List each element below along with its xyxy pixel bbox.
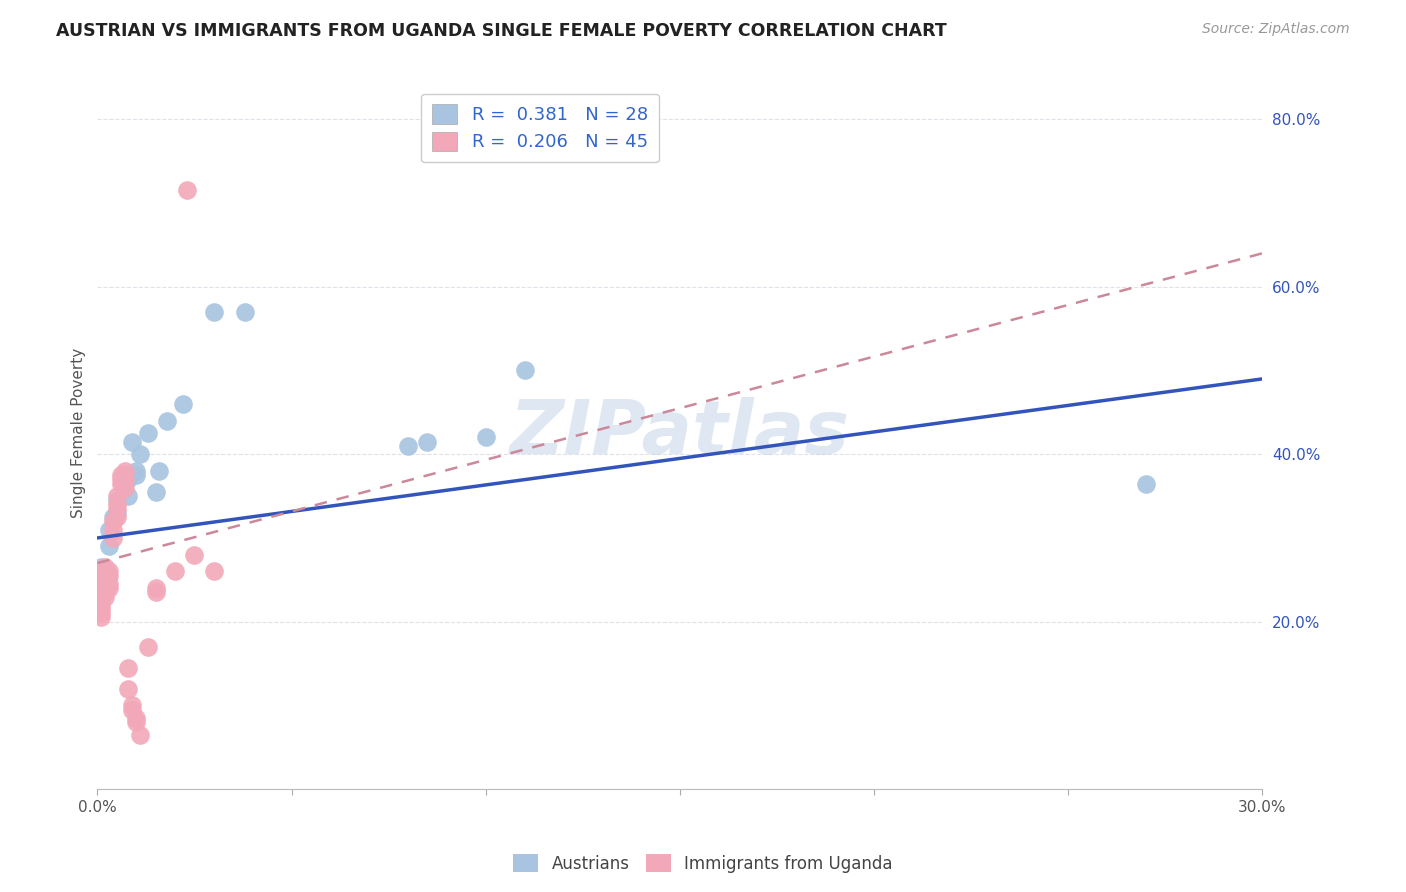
Point xyxy=(114,481,136,495)
Point xyxy=(121,703,143,717)
Point xyxy=(125,715,148,730)
Point xyxy=(121,698,143,713)
Point xyxy=(94,585,117,599)
Point xyxy=(98,523,121,537)
Point xyxy=(136,426,159,441)
Point xyxy=(105,510,128,524)
Point xyxy=(176,184,198,198)
Point xyxy=(233,305,256,319)
Point xyxy=(117,489,139,503)
Point xyxy=(105,493,128,508)
Text: AUSTRIAN VS IMMIGRANTS FROM UGANDA SINGLE FEMALE POVERTY CORRELATION CHART: AUSTRIAN VS IMMIGRANTS FROM UGANDA SINGL… xyxy=(56,22,948,40)
Point xyxy=(90,581,112,595)
Point xyxy=(183,548,205,562)
Point xyxy=(125,464,148,478)
Point xyxy=(90,607,112,621)
Point xyxy=(90,610,112,624)
Point xyxy=(202,305,225,319)
Point xyxy=(125,711,148,725)
Point xyxy=(114,464,136,478)
Point xyxy=(129,447,152,461)
Point xyxy=(163,565,186,579)
Point xyxy=(117,681,139,696)
Y-axis label: Single Female Poverty: Single Female Poverty xyxy=(72,348,86,518)
Point xyxy=(90,585,112,599)
Point xyxy=(202,565,225,579)
Point xyxy=(145,585,167,599)
Text: ZIPatlas: ZIPatlas xyxy=(510,397,849,470)
Point xyxy=(474,430,496,444)
Text: Source: ZipAtlas.com: Source: ZipAtlas.com xyxy=(1202,22,1350,37)
Point xyxy=(396,439,419,453)
Point xyxy=(110,468,132,483)
Point xyxy=(90,568,112,582)
Point xyxy=(98,581,121,595)
Point xyxy=(110,472,132,486)
Point xyxy=(136,640,159,654)
Point xyxy=(129,728,152,742)
Point xyxy=(121,434,143,449)
Point xyxy=(94,565,117,579)
Point xyxy=(1135,476,1157,491)
Point xyxy=(94,577,117,591)
Point xyxy=(105,501,128,516)
Point xyxy=(145,484,167,499)
Point xyxy=(117,472,139,486)
Point xyxy=(90,602,112,616)
Point xyxy=(101,514,124,528)
Legend: R =  0.381   N = 28, R =  0.206   N = 45: R = 0.381 N = 28, R = 0.206 N = 45 xyxy=(422,94,659,162)
Point xyxy=(117,661,139,675)
Point xyxy=(94,573,117,587)
Point xyxy=(90,560,112,574)
Point xyxy=(101,523,124,537)
Point xyxy=(94,565,117,579)
Point xyxy=(90,593,112,607)
Point xyxy=(110,476,132,491)
Point xyxy=(125,468,148,483)
Point xyxy=(148,464,170,478)
Point xyxy=(101,531,124,545)
Point xyxy=(172,397,194,411)
Point xyxy=(98,577,121,591)
Point xyxy=(416,434,439,449)
Point xyxy=(90,577,112,591)
Point xyxy=(98,565,121,579)
Point xyxy=(114,468,136,483)
Point xyxy=(94,590,117,604)
Point xyxy=(145,581,167,595)
Point xyxy=(98,539,121,553)
Legend: Austrians, Immigrants from Uganda: Austrians, Immigrants from Uganda xyxy=(506,847,900,880)
Point xyxy=(101,510,124,524)
Point xyxy=(94,560,117,574)
Point xyxy=(105,506,128,520)
Point xyxy=(105,498,128,512)
Point xyxy=(105,489,128,503)
Point xyxy=(94,577,117,591)
Point xyxy=(156,414,179,428)
Point xyxy=(513,363,536,377)
Point xyxy=(98,568,121,582)
Point xyxy=(90,598,112,612)
Point xyxy=(114,472,136,486)
